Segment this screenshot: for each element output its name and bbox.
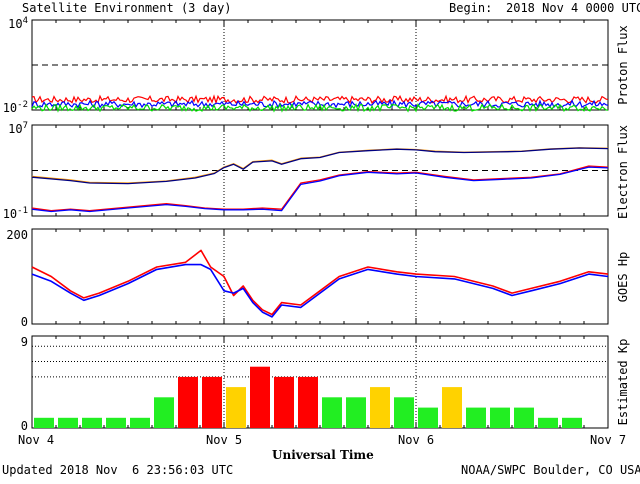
proton-ytick-top: 104 bbox=[8, 16, 28, 31]
hp-ylabel: GOES Hp bbox=[616, 251, 630, 303]
kp-bar bbox=[226, 387, 246, 428]
kp-bar bbox=[34, 417, 54, 428]
electron-flux-panel bbox=[31, 124, 609, 217]
hp-series-red bbox=[31, 249, 609, 316]
proton-series-green bbox=[31, 102, 609, 113]
kp-bar bbox=[442, 387, 462, 428]
kp-bar bbox=[322, 397, 342, 428]
x-tick-nov5: Nov 5 bbox=[206, 433, 243, 447]
kp-bar bbox=[514, 407, 534, 428]
updated-timestamp: Updated 2018 Nov 6 23:56:03 UTC bbox=[2, 463, 234, 477]
kp-bar bbox=[154, 397, 174, 428]
kp-bar bbox=[274, 376, 294, 428]
x-tick-nov4: Nov 4 bbox=[18, 433, 55, 447]
x-tick-nov6: Nov 6 bbox=[398, 433, 435, 447]
kp-bar bbox=[82, 417, 102, 428]
begin-label: Begin: bbox=[449, 1, 493, 15]
electron-series-navy bbox=[31, 147, 609, 185]
proton-series-red bbox=[31, 94, 609, 105]
electron-ytick-bottom: 10-1 bbox=[3, 206, 28, 221]
kp-ylabel: Estimated Kp bbox=[616, 338, 630, 426]
kp-bar bbox=[538, 417, 558, 428]
proton-ytick-bottom: 10-2 bbox=[3, 100, 28, 115]
plot-title: Satellite Environment (3 day) bbox=[22, 1, 232, 15]
kp-bar bbox=[466, 407, 486, 428]
kp-bar bbox=[490, 407, 510, 428]
kp-bar bbox=[130, 417, 150, 428]
credit: NOAA/SWPC Boulder, CO USA bbox=[461, 463, 640, 477]
begin-value: 2018 Nov 4 0000 UTC bbox=[506, 1, 640, 15]
hp-series-blue bbox=[31, 263, 609, 318]
kp-bar bbox=[202, 376, 222, 428]
kp-bar bbox=[178, 376, 198, 428]
electron-ytick-top: 107 bbox=[8, 121, 28, 136]
x-tick-nov7: Nov 7 bbox=[590, 433, 627, 447]
kp-ytick-bottom: 0 bbox=[21, 419, 28, 433]
hp-ytick-top: 200 bbox=[6, 228, 28, 242]
kp-bar bbox=[250, 366, 270, 428]
kp-bar bbox=[370, 387, 390, 428]
electron-ylabel: Electron Flux bbox=[616, 125, 630, 219]
kp-bar bbox=[394, 397, 414, 428]
kp-ytick-top: 9 bbox=[21, 335, 28, 349]
hp-ytick-bottom: 0 bbox=[21, 315, 28, 329]
kp-bar bbox=[346, 397, 366, 428]
kp-bar bbox=[418, 407, 438, 428]
goes-hp-panel bbox=[31, 228, 609, 325]
kp-bar bbox=[58, 417, 78, 428]
x-axis-label: Universal Time bbox=[272, 448, 374, 462]
kp-bar bbox=[106, 417, 126, 428]
electron-series-red bbox=[31, 165, 609, 212]
electron-series-blue bbox=[31, 166, 609, 213]
kp-bar bbox=[298, 376, 318, 428]
proton-ylabel: Proton Flux bbox=[616, 25, 630, 105]
kp-bar bbox=[562, 417, 582, 428]
